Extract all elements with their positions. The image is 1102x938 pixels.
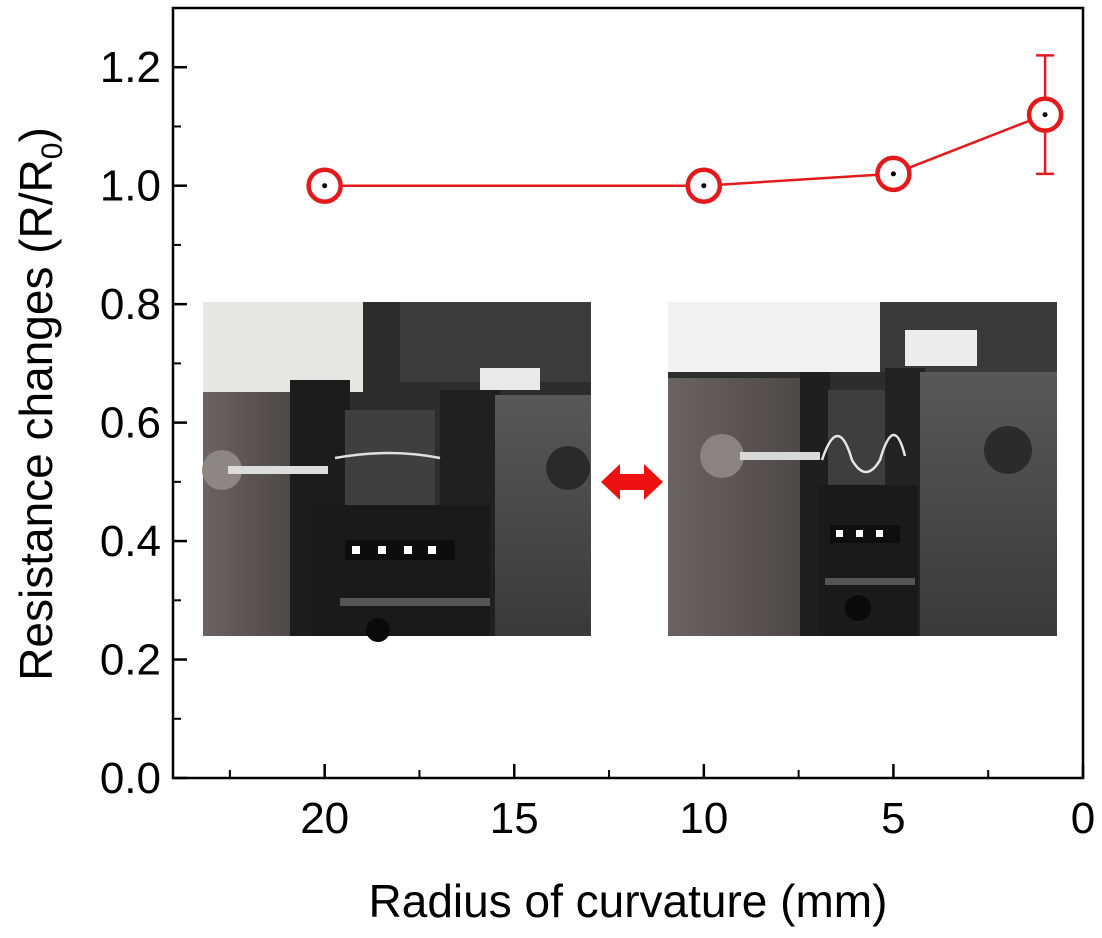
plot-frame: [171, 6, 1085, 780]
data-point-center: [1042, 112, 1048, 118]
y-axis-label: Resistance changes (R/R0): [10, 127, 69, 681]
data-point-center: [322, 183, 328, 189]
x-tick-label: 0: [1071, 794, 1095, 843]
y-tick-label: 0.4: [100, 517, 161, 566]
x-tick-label: 10: [679, 794, 728, 843]
y-tick-label: 0.8: [100, 280, 161, 329]
x-tick-label: 15: [490, 794, 539, 843]
inset-photo-flat: [202, 302, 591, 642]
data-series: [306, 54, 1064, 204]
series-line: [324, 113, 1046, 187]
y-tick-label: 1.0: [100, 162, 161, 211]
data-point-center: [890, 171, 896, 177]
y-tick-label: 0.2: [100, 636, 161, 685]
inset-photo-bent: [668, 302, 1057, 636]
x-tick-label: 20: [300, 794, 349, 843]
y-tick-label: 1.2: [100, 43, 161, 92]
x-tick-label: 5: [881, 794, 905, 843]
y-tick-label: 0.6: [100, 399, 161, 448]
x-axis-ticks: 20 15 10 5 0: [228, 764, 1095, 843]
y-axis-ticks: 0.0 0.2 0.4 0.6 0.8 1.0 1.2: [100, 43, 187, 803]
data-point-center: [701, 183, 707, 189]
x-axis-label: Radius of curvature (mm): [369, 875, 888, 927]
double-arrow-icon: [601, 464, 663, 500]
y-tick-label: 0.0: [100, 754, 161, 803]
